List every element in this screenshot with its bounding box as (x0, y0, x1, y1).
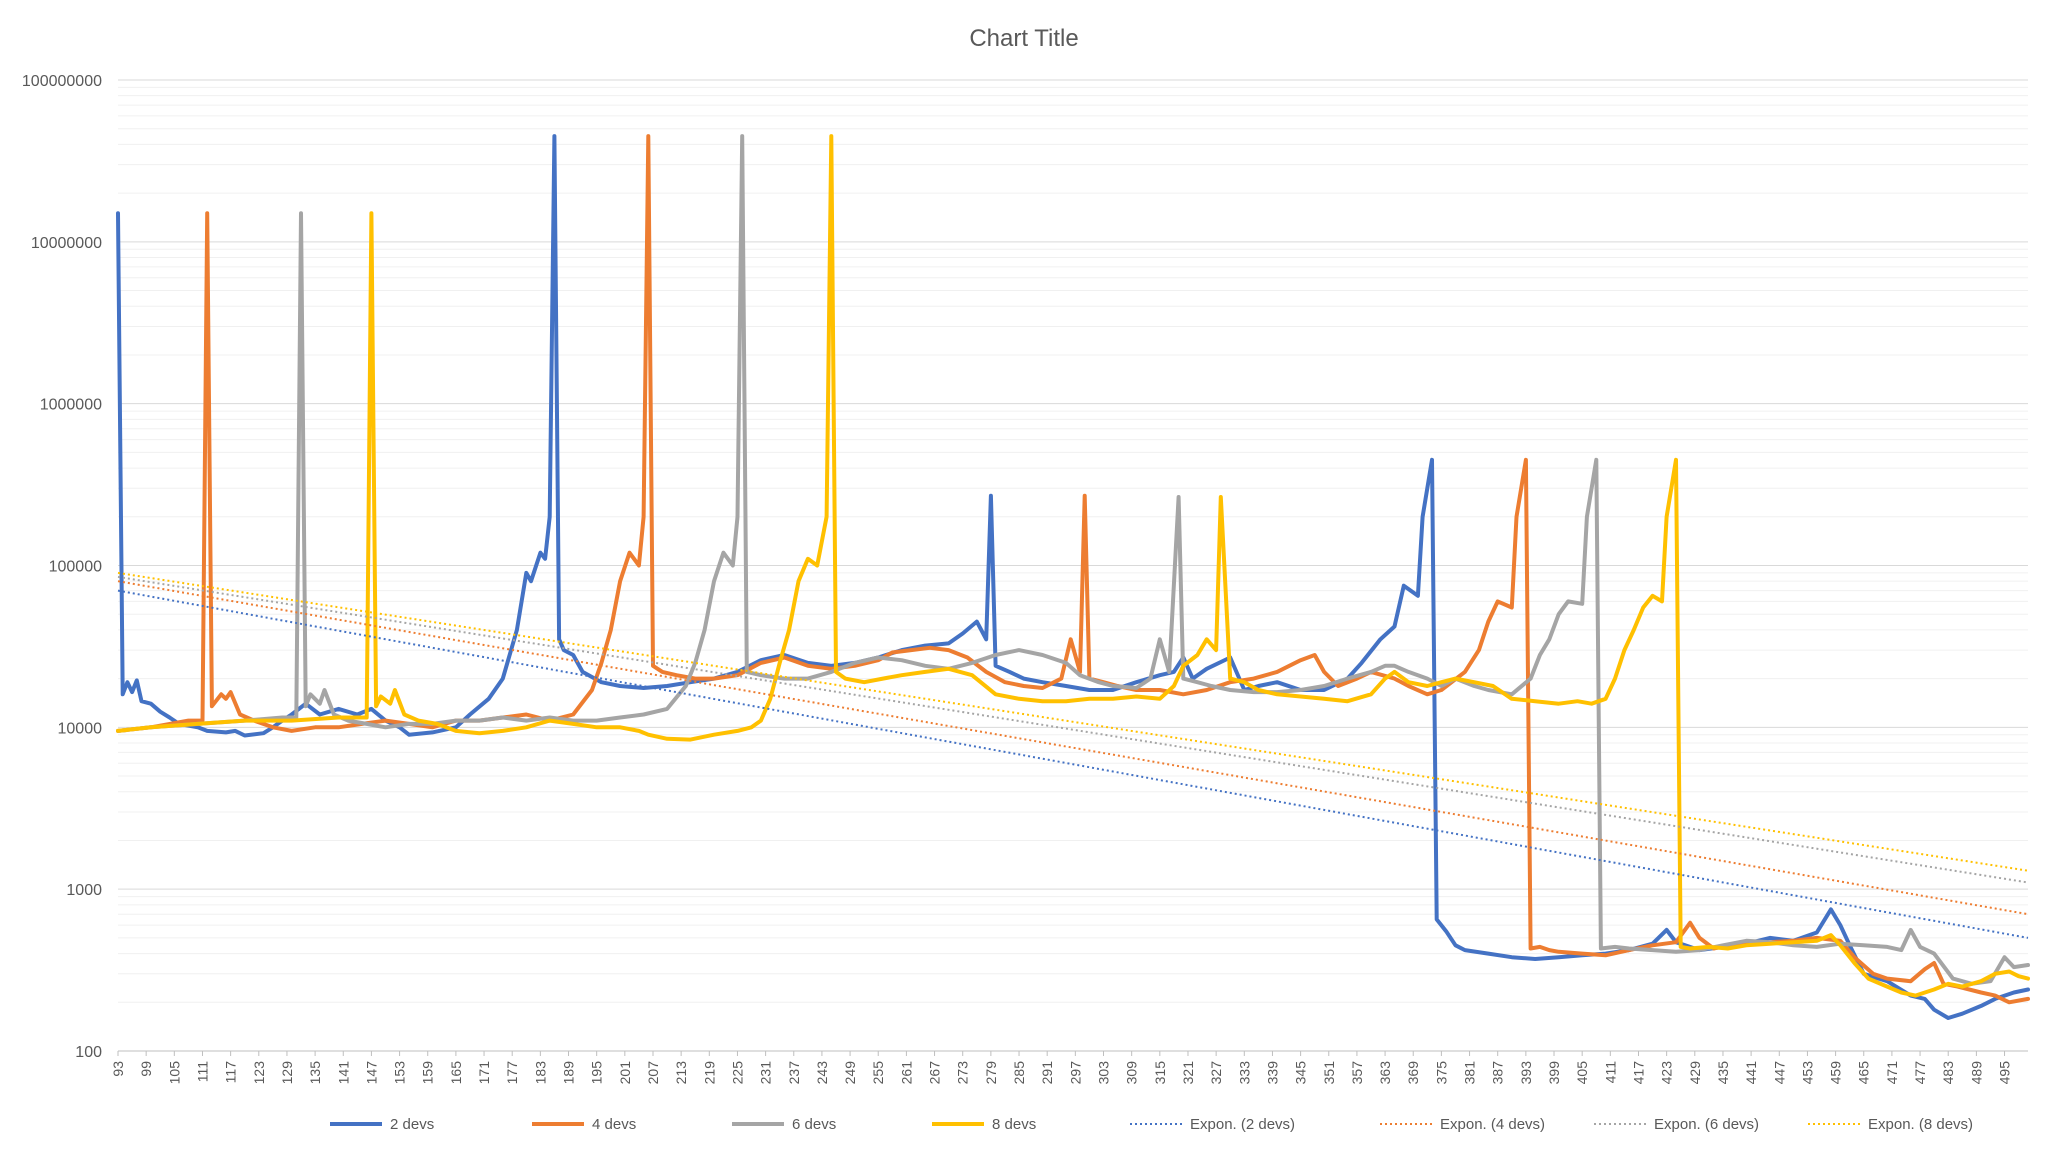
x-tick-label: 99 (138, 1061, 154, 1077)
x-tick-label: 471 (1884, 1061, 1900, 1085)
x-tick-label: 387 (1490, 1061, 1506, 1085)
x-tick-label: 309 (1124, 1061, 1140, 1085)
series-line-expon-6-devs (117, 575, 2029, 884)
legend: 2 devs 4 devs 6 devs 8 devs Expon. (2 devs) E… (330, 1116, 1973, 1133)
x-tick-label: 183 (532, 1061, 548, 1085)
x-tick-label: 237 (786, 1061, 802, 1085)
x-tick-label: 267 (927, 1061, 943, 1085)
x-tick-label: 411 (1602, 1061, 1618, 1084)
x-tick-label: 375 (1433, 1061, 1449, 1085)
x-tick-label: 105 (166, 1061, 182, 1085)
x-tick-label: 261 (898, 1061, 914, 1085)
series-line-expon-4-devs (117, 580, 2029, 916)
x-tick-label: 279 (983, 1061, 999, 1085)
legend-label: 6 devs (792, 1116, 836, 1133)
x-tick-label: 315 (1152, 1061, 1168, 1085)
series-line-6-devs (116, 134, 2030, 986)
x-tick-label: 429 (1687, 1061, 1703, 1085)
x-tick-label: 495 (1997, 1061, 2013, 1085)
y-tick-label: 100000 (49, 559, 102, 576)
x-tick-label: 297 (1067, 1061, 1083, 1085)
x-tick-label: 153 (392, 1061, 408, 1085)
legend-label: Expon. (8 devs) (1868, 1116, 1973, 1133)
chart-title: Chart Title (969, 25, 1078, 52)
x-tick-label: 141 (335, 1061, 351, 1085)
x-tick-label: 123 (251, 1061, 267, 1085)
x-tick-label: 273 (955, 1061, 971, 1085)
x-tick-label: 393 (1518, 1061, 1534, 1085)
x-tick-label: 351 (1321, 1061, 1337, 1085)
x-tick-label: 303 (1096, 1061, 1112, 1085)
x-tick-label: 441 (1743, 1061, 1759, 1085)
legend-label: Expon. (4 devs) (1440, 1116, 1545, 1133)
x-tick-label: 459 (1828, 1061, 1844, 1085)
x-tick-label: 489 (1968, 1061, 1984, 1085)
legend-label: 2 devs (390, 1116, 434, 1133)
x-tick-label: 447 (1771, 1061, 1787, 1085)
x-tick-label: 285 (1011, 1061, 1027, 1085)
x-tick-label: 159 (420, 1061, 436, 1085)
y-tick-label: 100000000 (22, 73, 102, 90)
y-tick-label: 100 (75, 1044, 102, 1061)
x-tick-label: 147 (363, 1061, 379, 1085)
x-tick-label: 465 (1856, 1061, 1872, 1085)
x-tick-label: 483 (1940, 1061, 1956, 1085)
x-tick-label: 165 (448, 1061, 464, 1085)
x-tick-label: 93 (110, 1061, 126, 1077)
x-tick-label: 111 (194, 1061, 210, 1082)
x-tick-label: 189 (561, 1061, 577, 1085)
series-line-expon-8-devs (117, 571, 2029, 872)
y-tick-label: 10000 (58, 720, 103, 737)
x-tick-label: 369 (1405, 1061, 1421, 1085)
x-tick-label: 231 (758, 1061, 774, 1085)
axes: 100 1000 10000 100000 1000000 10000000 1000000… (22, 73, 2028, 1084)
y-tick-label: 1000000 (40, 397, 102, 414)
x-tick-label: 453 (1799, 1061, 1815, 1085)
legend-label: 8 devs (992, 1116, 1036, 1133)
x-tick-label: 363 (1377, 1061, 1393, 1085)
legend-label: Expon. (6 devs) (1654, 1116, 1759, 1133)
x-tick-label: 333 (1236, 1061, 1252, 1085)
x-tick-label: 249 (842, 1061, 858, 1085)
legend-label: Expon. (2 devs) (1190, 1116, 1295, 1133)
x-tick-label: 255 (870, 1061, 886, 1085)
x-tick-label: 135 (307, 1061, 323, 1085)
x-tick-label: 339 (1264, 1061, 1280, 1085)
x-tick-label: 219 (701, 1061, 717, 1085)
series-line-expon-2-devs (117, 589, 2029, 939)
x-tick-label: 435 (1715, 1061, 1731, 1085)
x-tick-label: 417 (1630, 1061, 1646, 1085)
series-lines (116, 134, 2030, 1020)
x-tick-label: 327 (1208, 1061, 1224, 1085)
x-tick-label: 117 (223, 1061, 239, 1084)
x-tick-label: 405 (1574, 1061, 1590, 1085)
series-line-2-devs (116, 134, 2030, 1020)
x-tick-label: 357 (1349, 1061, 1365, 1085)
x-tick-label: 381 (1462, 1061, 1478, 1085)
x-tick-label: 321 (1180, 1061, 1196, 1085)
series-line-8-devs (116, 134, 2030, 998)
x-tick-label: 171 (476, 1061, 492, 1085)
x-tick-label: 423 (1659, 1061, 1675, 1085)
x-tick-label: 213 (673, 1061, 689, 1085)
x-tick-label: 201 (617, 1061, 633, 1085)
x-tick-label: 195 (589, 1061, 605, 1085)
x-tick-label: 345 (1293, 1061, 1309, 1085)
y-tick-label: 10000000 (31, 235, 102, 252)
x-tick-label: 177 (504, 1061, 520, 1085)
legend-label: 4 devs (592, 1116, 636, 1133)
x-tick-label: 129 (279, 1061, 295, 1085)
x-tick-label: 477 (1912, 1061, 1928, 1085)
y-tick-label: 1000 (66, 882, 102, 899)
x-tick-label: 399 (1546, 1061, 1562, 1085)
x-tick-label: 225 (729, 1061, 745, 1085)
x-tick-label: 243 (814, 1061, 830, 1085)
x-tick-label: 207 (645, 1061, 661, 1085)
x-tick-label: 291 (1039, 1061, 1055, 1085)
